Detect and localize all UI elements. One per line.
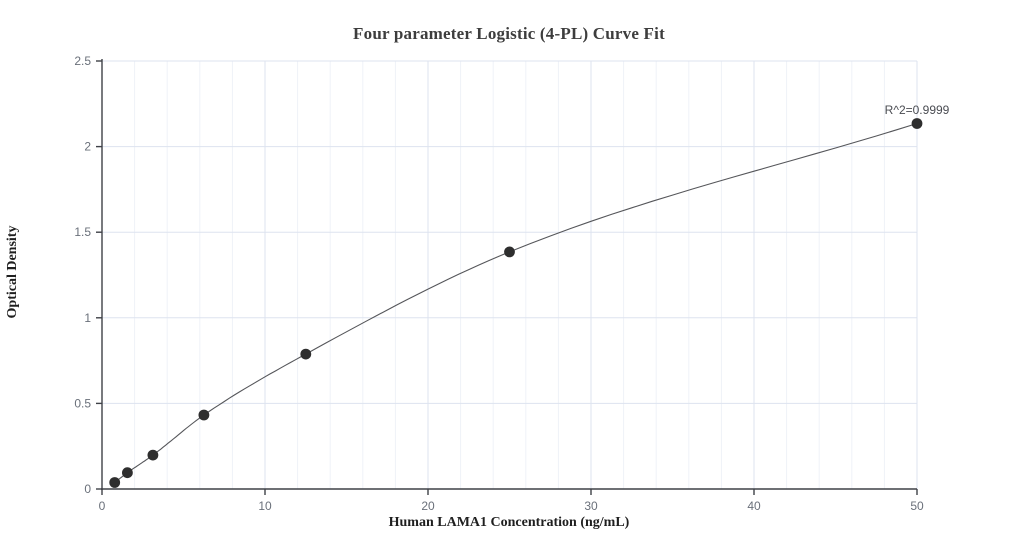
fit-curve (114, 122, 918, 483)
y-axis-label: Optical Density (5, 225, 20, 319)
y-tick-label: 2 (84, 140, 91, 154)
data-point (109, 477, 121, 488)
data-point (911, 118, 923, 129)
data-point (147, 449, 159, 461)
y-tick-label: 0 (84, 482, 91, 496)
x-axis-label: Human LAMA1 Concentration (ng/mL) (388, 515, 630, 530)
y-tick-label: 1.5 (74, 225, 91, 239)
x-tick-label: 40 (747, 499, 761, 513)
x-tick-label: 20 (421, 499, 435, 513)
x-tick-label: 50 (910, 499, 924, 513)
data-point (504, 246, 515, 258)
data-point (122, 467, 133, 479)
y-tick-label: 0.5 (74, 396, 91, 410)
x-tick-label: 30 (584, 499, 598, 513)
y-tick-label: 2.5 (74, 54, 91, 68)
data-point (198, 409, 210, 421)
x-tick-label: 0 (99, 499, 106, 513)
r-squared-annotation: R^2=0.9999 (885, 103, 950, 117)
y-tick-label: 1 (84, 311, 91, 325)
chart-title: Four parameter Logistic (4-PL) Curve Fit (353, 24, 665, 43)
data-point (300, 348, 312, 360)
x-tick-label: 10 (258, 499, 272, 513)
